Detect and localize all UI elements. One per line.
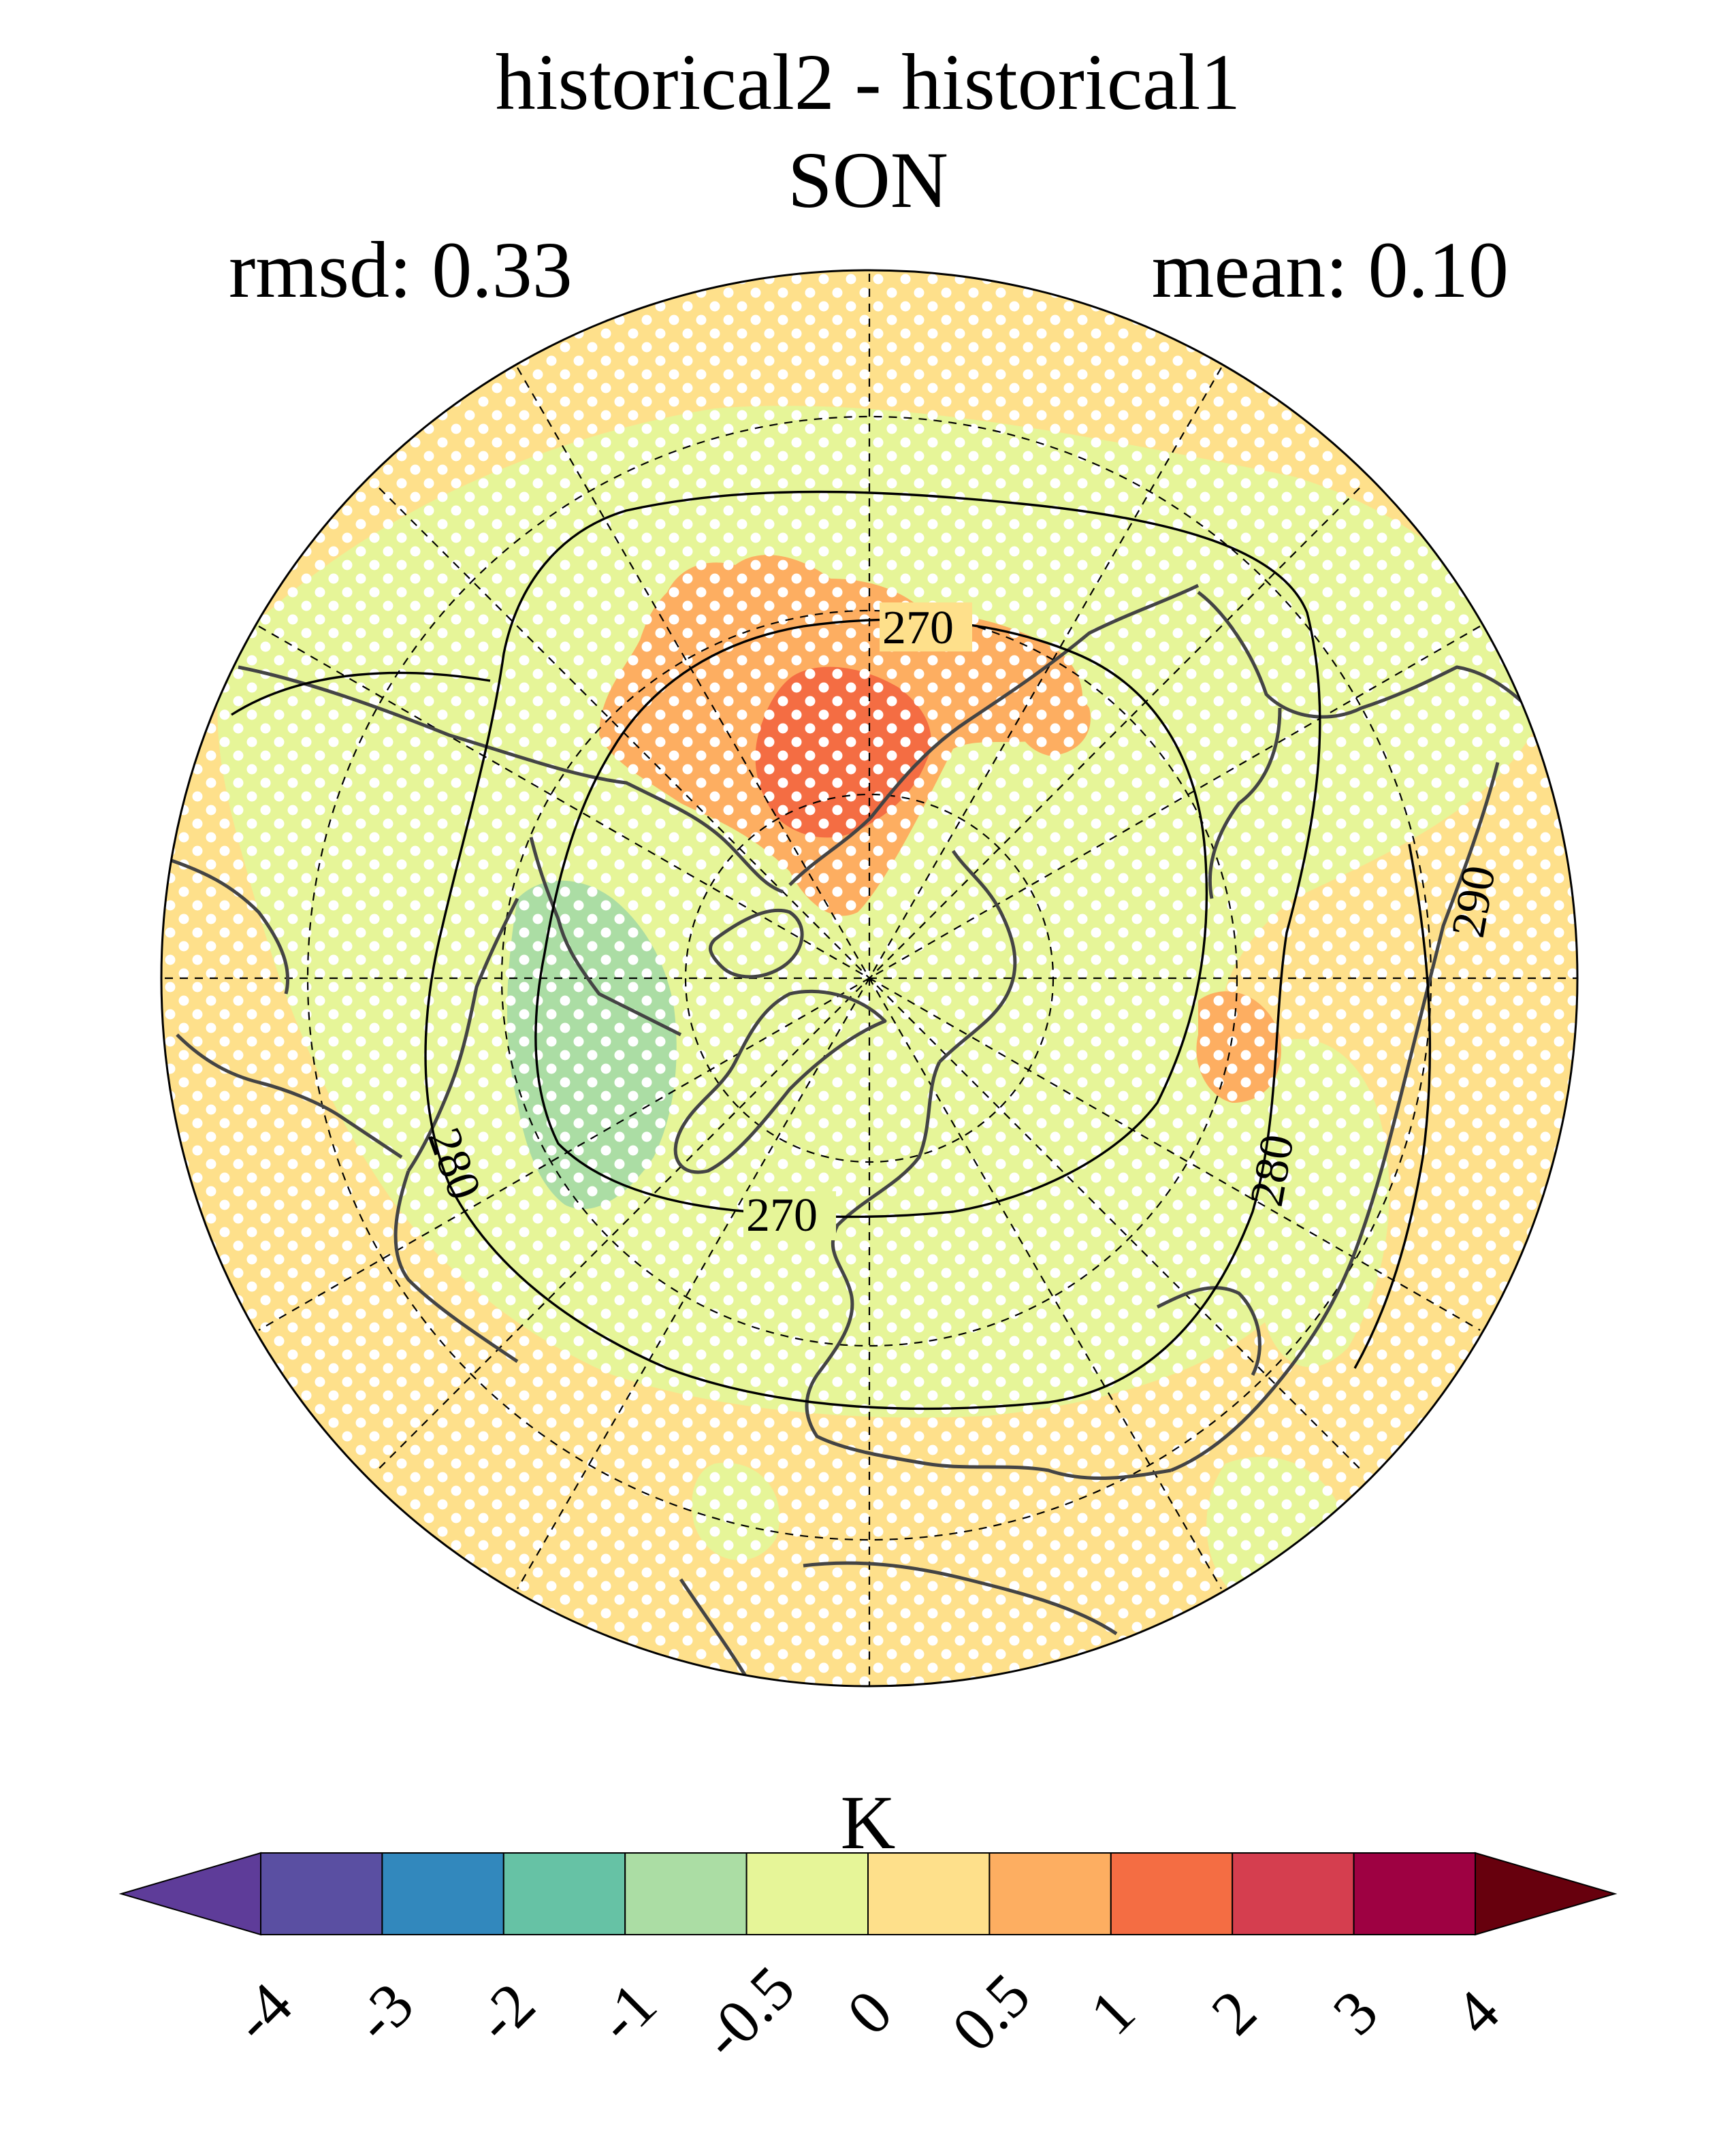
mean-label: mean: 0.10 bbox=[1151, 225, 1509, 314]
colorbar-over-triangle bbox=[1475, 1852, 1618, 1936]
colorbar-tick-label: -3 bbox=[340, 1969, 426, 2055]
colorbar-swatch bbox=[502, 1852, 626, 1935]
colorbar-swatch bbox=[260, 1852, 383, 1935]
colorbar-unit: K bbox=[840, 1781, 896, 1865]
colorbar-swatches bbox=[118, 1852, 1618, 1936]
colorbar-swatch bbox=[867, 1852, 991, 1935]
contour-290-east bbox=[1353, 843, 1432, 1369]
colorbar-tick-label: -1 bbox=[583, 1969, 669, 2055]
contour-labels: 270 270 280 280 290 bbox=[417, 602, 1506, 1242]
colorbar-tick-label: 2 bbox=[1198, 1977, 1270, 2048]
contour-290 bbox=[231, 671, 491, 716]
colorbar-tick-label: 0.5 bbox=[939, 1960, 1043, 2064]
contour-280 bbox=[424, 490, 1321, 1410]
colorbar-tick-label: -0.5 bbox=[688, 1953, 807, 2072]
rmsd-label: rmsd: 0.33 bbox=[229, 225, 573, 314]
contour-label-270-bottom: 270 bbox=[746, 1189, 818, 1242]
map-field: 270 270 280 280 290 bbox=[161, 270, 1577, 1686]
colorbar-swatch bbox=[1110, 1852, 1234, 1935]
coastlines bbox=[163, 583, 1554, 1683]
colorbar-tick-label: -2 bbox=[462, 1969, 548, 2055]
colorbar-tick-label: 0 bbox=[834, 1977, 905, 2048]
map-boundary bbox=[160, 269, 1579, 1688]
colorbar-swatch bbox=[381, 1852, 504, 1935]
colorbar-tick-label: -4 bbox=[219, 1969, 305, 2055]
colorbar-tick-label: 4 bbox=[1441, 1977, 1513, 2048]
colorbar-under-triangle bbox=[118, 1852, 261, 1936]
colorbar-swatch bbox=[745, 1852, 869, 1935]
polar-map: 270 270 280 280 290 bbox=[160, 269, 1579, 1688]
map-title: historical2 - historical1 bbox=[495, 37, 1241, 127]
colorbar-tick-label: 3 bbox=[1319, 1977, 1391, 2048]
contour-label-280-east: 280 bbox=[1240, 1131, 1304, 1210]
colorbar-tick-label: 1 bbox=[1077, 1977, 1148, 2048]
colorbar-tick-labels: -4 -3 -2 -1 -0.5 0 0.5 1 2 3 4 bbox=[219, 1953, 1512, 2072]
contour-label-290: 290 bbox=[1442, 862, 1506, 941]
colorbar-swatch bbox=[1232, 1852, 1355, 1935]
colorbar-swatch bbox=[988, 1852, 1112, 1935]
colorbar-swatch bbox=[1353, 1852, 1476, 1935]
colorbar-swatch bbox=[624, 1852, 748, 1935]
contour-label-270-top: 270 bbox=[882, 602, 954, 654]
season-label: SON bbox=[787, 135, 949, 225]
